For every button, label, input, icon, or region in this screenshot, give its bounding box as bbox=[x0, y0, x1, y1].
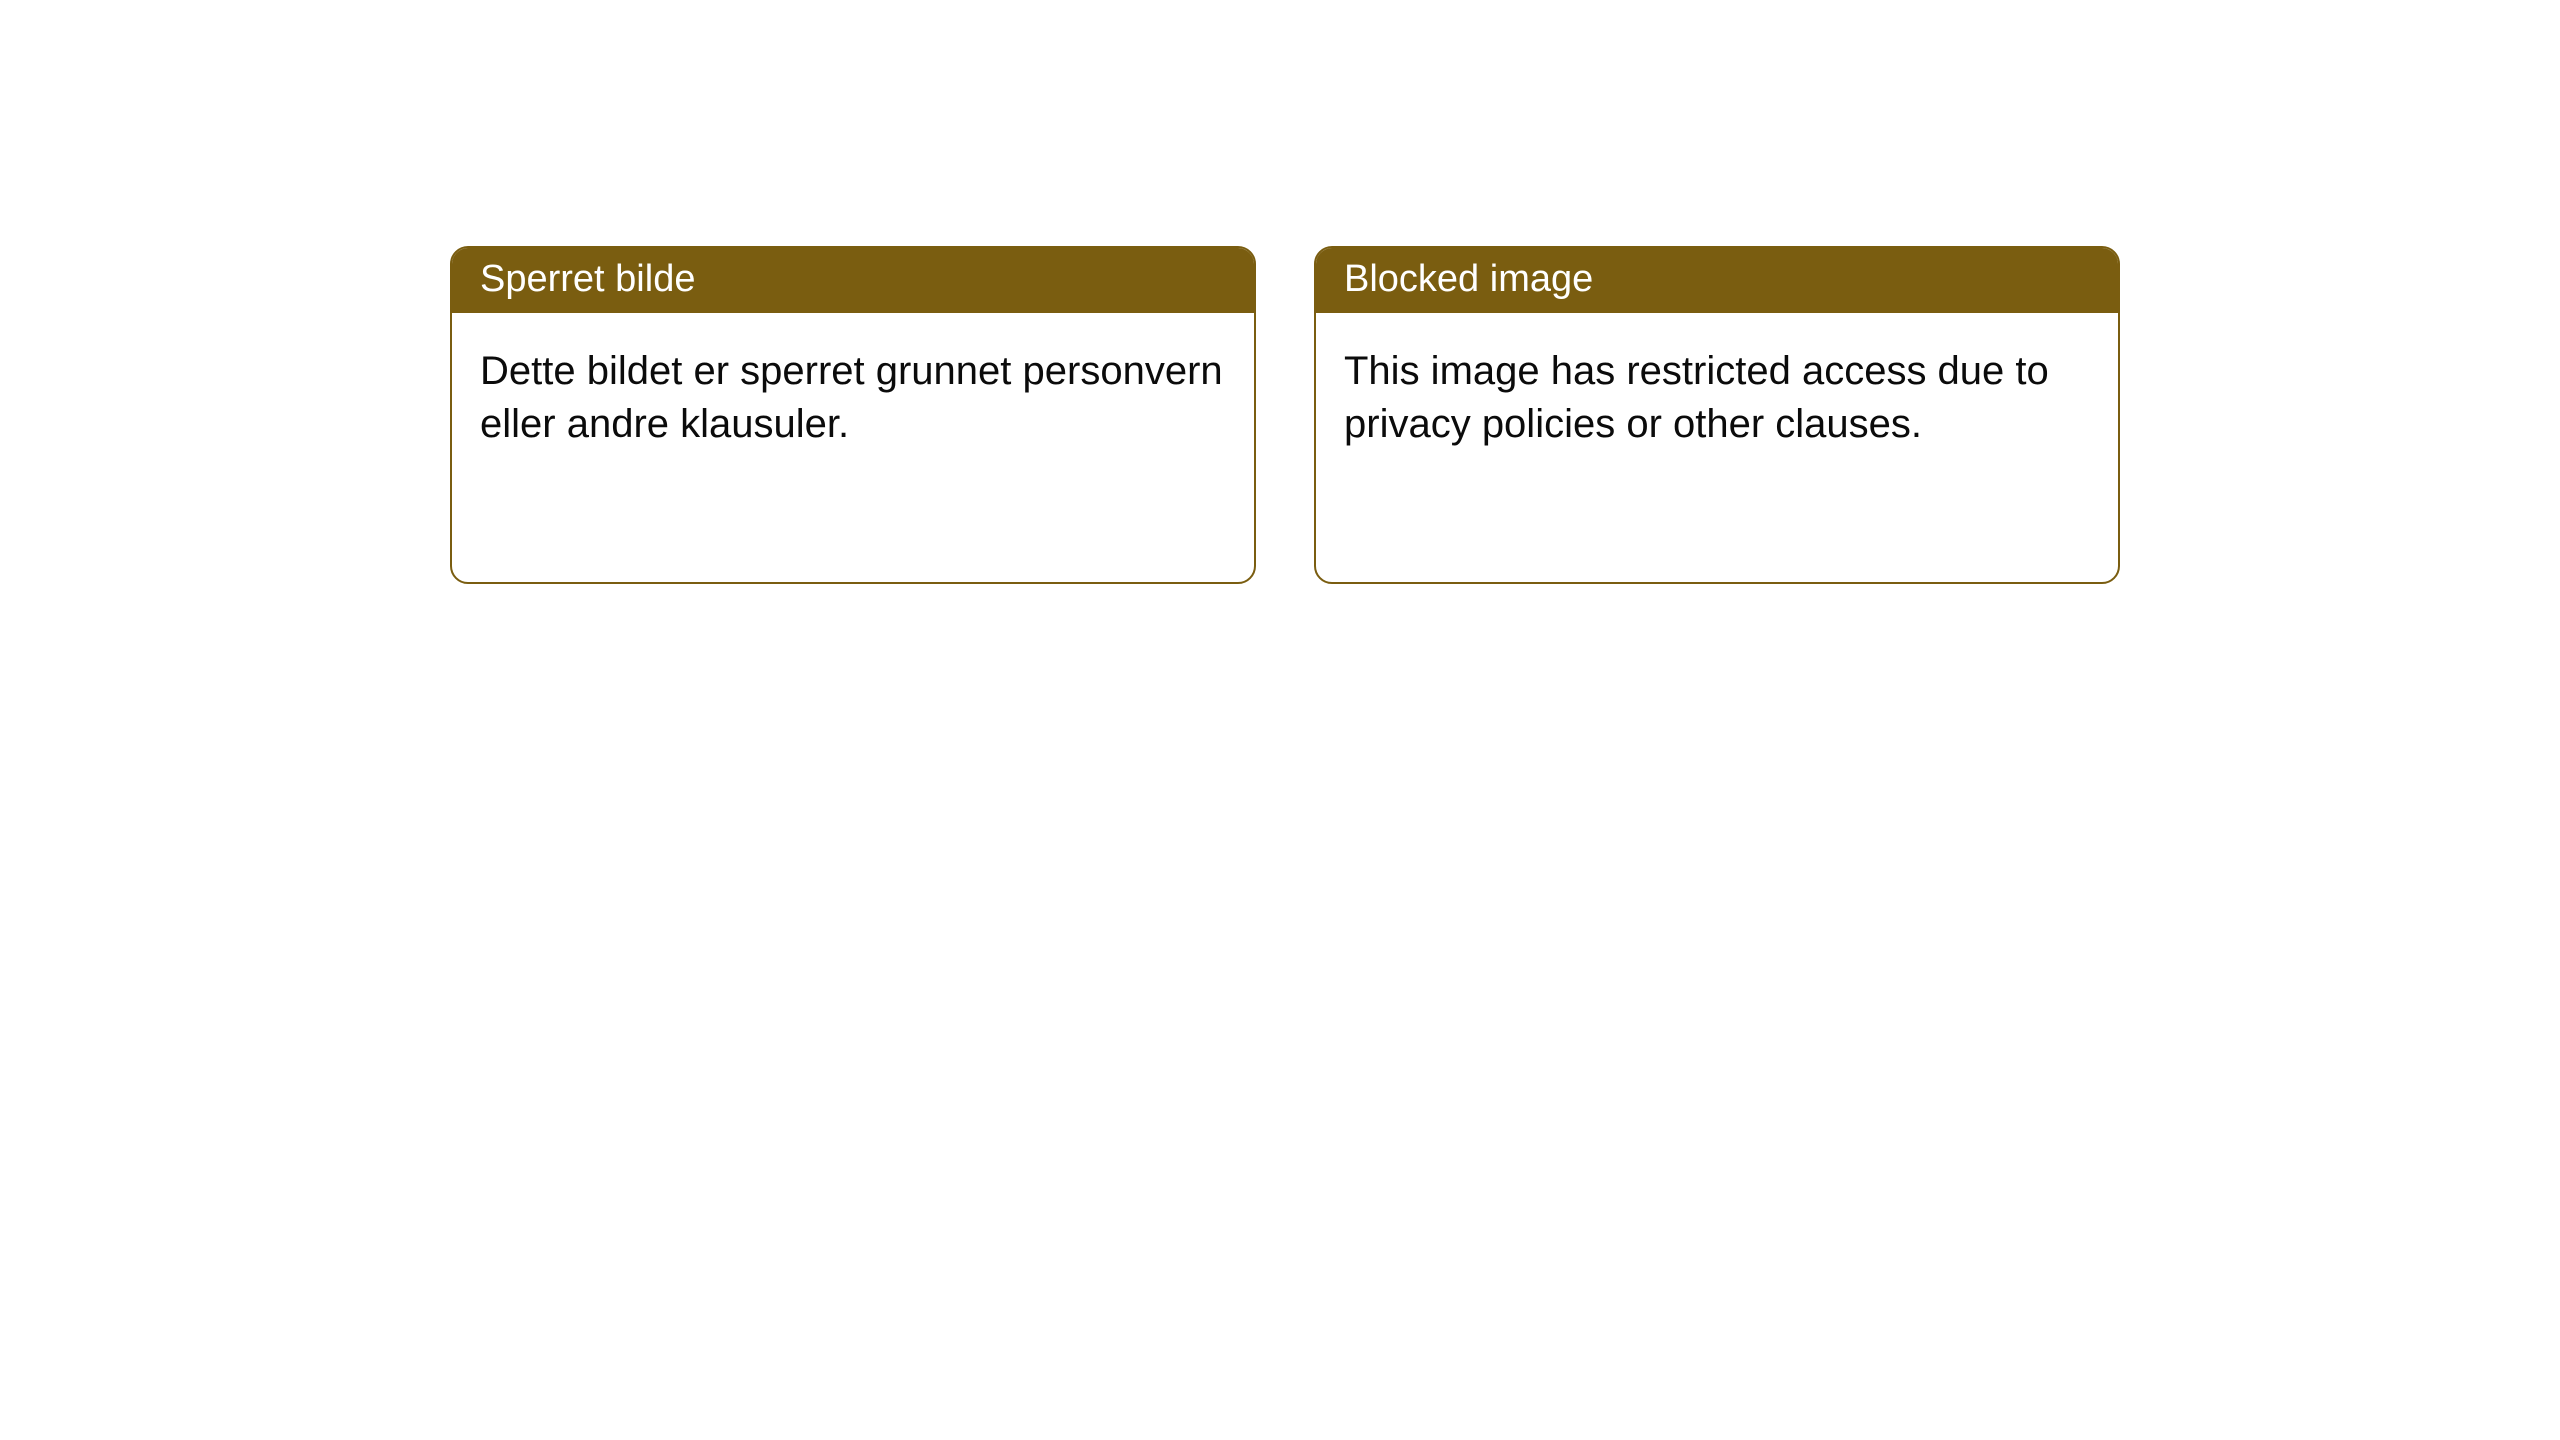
notice-body: This image has restricted access due to … bbox=[1316, 313, 2118, 483]
notice-title: Sperret bilde bbox=[452, 248, 1254, 313]
notice-card-norwegian: Sperret bilde Dette bildet er sperret gr… bbox=[450, 246, 1256, 584]
notice-container: Sperret bilde Dette bildet er sperret gr… bbox=[0, 0, 2560, 584]
notice-card-english: Blocked image This image has restricted … bbox=[1314, 246, 2120, 584]
notice-body: Dette bildet er sperret grunnet personve… bbox=[452, 313, 1254, 483]
notice-title: Blocked image bbox=[1316, 248, 2118, 313]
